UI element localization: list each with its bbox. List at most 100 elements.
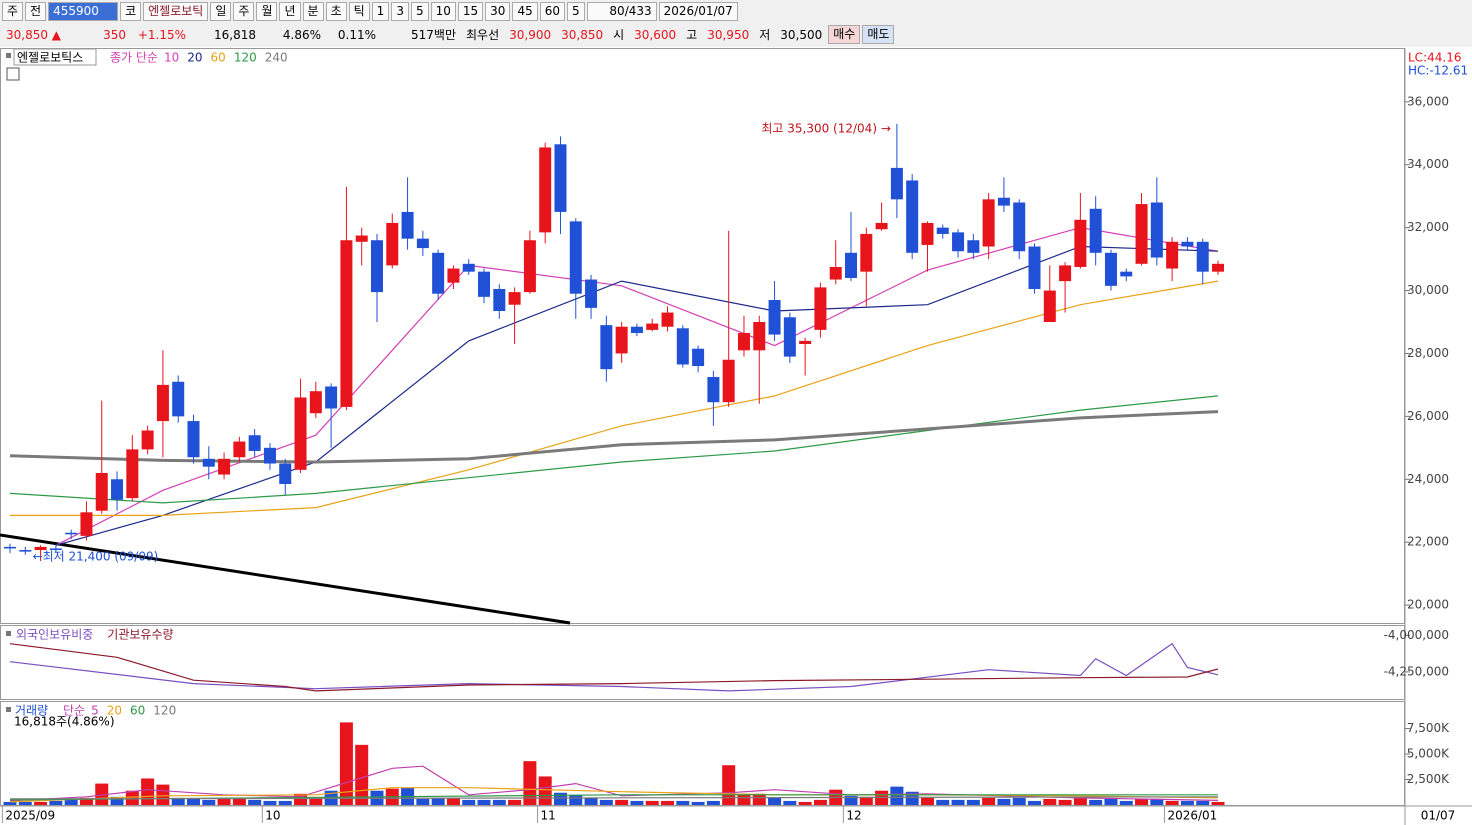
- volume-bar: [278, 800, 292, 805]
- volume-bar: [1104, 798, 1118, 805]
- toolbar-button[interactable]: 5: [410, 2, 429, 21]
- volume-ma-label: 단순: [63, 704, 85, 718]
- volume-bar: [49, 800, 63, 805]
- exchange[interactable]: 코: [120, 2, 142, 21]
- x-tick-label: 10: [265, 809, 280, 823]
- date[interactable]: 2026/01/07: [658, 2, 738, 21]
- low-label: 저: [759, 28, 771, 42]
- candle-body: [936, 227, 949, 234]
- candle-body: [34, 546, 47, 551]
- volume-bar: [691, 801, 705, 805]
- candle-body: [1135, 204, 1148, 264]
- volume-bar: [1043, 798, 1057, 805]
- menu-icon[interactable]: [6, 631, 11, 636]
- volume-bar: [18, 801, 32, 805]
- volume-bar: [645, 800, 659, 805]
- candle-body: [523, 240, 536, 293]
- legend-entry: 10: [164, 51, 179, 65]
- low: 30,500: [780, 27, 823, 42]
- buy-button[interactable]: 매수: [828, 25, 861, 44]
- candle-body: [615, 326, 628, 354]
- toolbar-button[interactable]: 1: [371, 2, 390, 21]
- candle-body: [921, 222, 934, 245]
- toolbar-button[interactable]: 틱: [348, 2, 370, 21]
- high: 30,950: [707, 27, 750, 42]
- candle-body: [661, 312, 674, 327]
- toolbar-button[interactable]: 주: [233, 2, 255, 21]
- volume-bar: [141, 778, 155, 805]
- candle-body: [493, 288, 506, 311]
- volume-bar: [171, 797, 185, 805]
- candle-body: [707, 377, 720, 403]
- market[interactable]: 주: [2, 2, 24, 21]
- bid: 30,850: [561, 27, 604, 42]
- volume-bar: [202, 799, 216, 805]
- toolbar-button[interactable]: 3: [391, 2, 409, 21]
- toolbar-button[interactable]: 일: [210, 2, 232, 21]
- toolbar-button[interactable]: 년: [279, 2, 301, 21]
- candle-body: [875, 222, 888, 230]
- volume-bar: [615, 799, 629, 805]
- lc: LC:44.16: [1408, 51, 1461, 65]
- candle-body: [80, 512, 93, 536]
- candle-body: [340, 240, 353, 407]
- stock-name[interactable]: 엔젤로보틱: [143, 2, 209, 21]
- sell-button[interactable]: 매도: [862, 25, 895, 44]
- y-tick-label: 34,000: [1407, 157, 1449, 171]
- toolbar-button[interactable]: 30: [485, 2, 511, 21]
- candle-body: [814, 287, 827, 330]
- volume-bar: [110, 796, 124, 805]
- x-tick-label: 12: [846, 809, 861, 823]
- panel-icon[interactable]: [6, 67, 20, 81]
- candle-body: [676, 328, 689, 365]
- annotation: ←최저 21,400 (09/09): [33, 550, 159, 564]
- interval-value[interactable]: 5: [567, 2, 585, 21]
- volume-bar: [982, 797, 996, 805]
- volume-bar: [1058, 799, 1072, 805]
- candle-body: [156, 384, 169, 422]
- hc: HC:-12.61: [1408, 64, 1468, 78]
- trend-line: [0, 533, 571, 625]
- volume-bar: [186, 798, 200, 805]
- code-input[interactable]: 455900: [48, 2, 119, 21]
- candle-body: [1059, 265, 1072, 282]
- ratio: 0.11%: [337, 27, 376, 42]
- line: [9, 395, 1219, 504]
- toolbar-button[interactable]: 초: [325, 2, 347, 21]
- volume-bar: [462, 799, 476, 805]
- change-pct: +1.15%: [137, 27, 186, 42]
- x-tick-label: 11: [541, 809, 556, 823]
- line: [9, 643, 1219, 692]
- volume-bar: [859, 796, 873, 805]
- candle-body: [447, 268, 460, 283]
- candle-body: [600, 325, 613, 370]
- toolbar-button[interactable]: 월: [256, 2, 278, 21]
- menu-icon[interactable]: [6, 53, 11, 58]
- candle-body: [325, 386, 338, 409]
- best-label: 최우선: [466, 28, 500, 42]
- volume-bar: [890, 786, 904, 805]
- candle-body: [554, 144, 567, 212]
- volume: 16,818: [214, 27, 256, 42]
- toolbar-button[interactable]: 45: [512, 2, 538, 21]
- toolbar-button[interactable]: 60: [539, 2, 565, 21]
- candle-body: [187, 421, 200, 458]
- menu-icon[interactable]: [6, 707, 11, 712]
- candle-body: [1089, 208, 1102, 253]
- toolbar-button[interactable]: 분: [302, 2, 324, 21]
- type[interactable]: 전: [25, 2, 47, 21]
- count[interactable]: 80/433: [586, 2, 657, 21]
- candle-body: [49, 548, 62, 551]
- volume-bar: [737, 793, 751, 805]
- candle-body: [65, 532, 78, 535]
- y-tick-label: 28,000: [1407, 346, 1449, 360]
- candle-body: [783, 317, 796, 357]
- toolbar-button[interactable]: 10: [430, 2, 456, 21]
- x-tick-label: 2026/01: [1167, 809, 1217, 823]
- toolbar-button[interactable]: 15: [457, 2, 484, 21]
- volume-title: 거래량: [15, 704, 48, 718]
- candle-body: [768, 299, 781, 335]
- line: [55, 226, 1219, 546]
- y-tick-label: -4,250,000: [1384, 664, 1449, 678]
